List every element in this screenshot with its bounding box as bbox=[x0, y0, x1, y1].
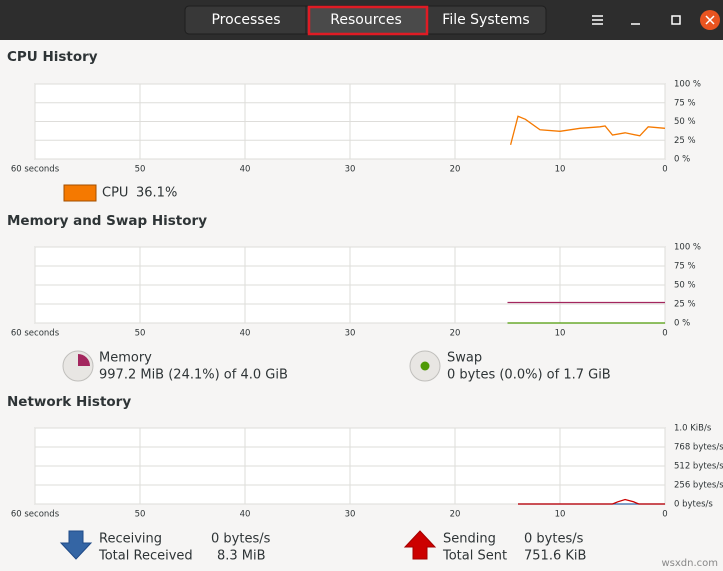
legend-value: 997.2 MiB (24.1%) of 4.0 GiB bbox=[99, 368, 288, 383]
menu-button[interactable] bbox=[592, 15, 603, 25]
x-tick-label: 10 bbox=[555, 329, 566, 339]
sending-icon[interactable] bbox=[403, 530, 437, 560]
tab[interactable]: Processes bbox=[211, 12, 280, 28]
y-tick-label: 1.0 KiB/s bbox=[674, 424, 712, 434]
y-tick-label: 0 % bbox=[674, 155, 690, 165]
section-title: Network History bbox=[7, 394, 131, 410]
watermark: wsxdn.com bbox=[661, 558, 718, 569]
legend-label: CPU bbox=[102, 186, 128, 201]
legend-value: 0 bytes (0.0%) of 1.7 GiB bbox=[447, 368, 611, 383]
legend-label: Total Sent bbox=[442, 549, 507, 564]
tab[interactable]: File Systems bbox=[442, 12, 529, 28]
x-tick-label: 0 bbox=[662, 165, 667, 175]
x-tick-label: 20 bbox=[450, 165, 461, 175]
x-tick-label: 50 bbox=[135, 165, 146, 175]
receiving-icon[interactable] bbox=[59, 530, 93, 560]
y-tick-label: 50 % bbox=[674, 117, 696, 127]
x-tick-label: 30 bbox=[345, 329, 356, 339]
legend-value: 0 bytes/s bbox=[211, 532, 271, 547]
x-tick-label: 30 bbox=[345, 165, 356, 175]
x-tick-label: 60 seconds bbox=[11, 329, 60, 339]
memory-icon[interactable] bbox=[62, 350, 94, 382]
x-tick-label: 60 seconds bbox=[11, 510, 60, 520]
y-tick-label: 256 bytes/s bbox=[674, 481, 723, 491]
tab-selected[interactable] bbox=[307, 5, 429, 36]
series-line bbox=[509, 115, 666, 145]
y-tick-label: 100 % bbox=[674, 243, 701, 253]
x-tick-label: 40 bbox=[240, 165, 251, 175]
x-tick-label: 50 bbox=[135, 510, 146, 520]
legend-label: Swap bbox=[447, 351, 482, 366]
x-tick-label: 50 bbox=[135, 329, 146, 339]
y-tick-label: 512 bytes/s bbox=[674, 462, 723, 472]
legend-label: Sending bbox=[443, 532, 496, 547]
x-tick-label: 20 bbox=[450, 329, 461, 339]
section-title: Memory and Swap History bbox=[7, 213, 207, 229]
close-button[interactable] bbox=[700, 10, 720, 30]
maximize-button[interactable] bbox=[671, 15, 681, 25]
x-tick-label: 20 bbox=[450, 510, 461, 520]
x-tick-label: 40 bbox=[240, 329, 251, 339]
x-tick-label: 0 bbox=[662, 510, 667, 520]
series-line bbox=[518, 498, 665, 505]
legend-label: Receiving bbox=[99, 532, 162, 547]
x-tick-label: 30 bbox=[345, 510, 356, 520]
x-tick-label: 0 bbox=[662, 329, 667, 339]
swap-icon[interactable] bbox=[409, 350, 441, 382]
legend-value: 8.3 MiB bbox=[217, 549, 266, 564]
x-tick-label: 40 bbox=[240, 510, 251, 520]
legend-value: 36.1% bbox=[136, 186, 177, 201]
x-tick-label: 10 bbox=[555, 165, 566, 175]
y-tick-label: 100 % bbox=[674, 80, 701, 90]
y-tick-label: 768 bytes/s bbox=[674, 443, 723, 453]
legend-value: 751.6 KiB bbox=[524, 549, 586, 564]
y-tick-label: 0 % bbox=[674, 319, 690, 329]
y-tick-label: 75 % bbox=[674, 262, 696, 272]
x-tick-label: 10 bbox=[555, 510, 566, 520]
y-tick-label: 75 % bbox=[674, 98, 696, 108]
x-tick-label: 60 seconds bbox=[11, 165, 60, 175]
legend-swatch[interactable] bbox=[63, 184, 97, 202]
y-tick-label: 50 % bbox=[674, 281, 696, 291]
section-title: CPU History bbox=[7, 49, 98, 65]
y-tick-label: 25 % bbox=[674, 136, 696, 146]
tab[interactable]: Resources bbox=[330, 12, 402, 28]
legend-label: Memory bbox=[99, 351, 152, 366]
y-tick-label: 25 % bbox=[674, 300, 696, 310]
y-tick-label: 0 bytes/s bbox=[674, 500, 713, 510]
legend-label: Total Received bbox=[98, 549, 193, 564]
legend-value: 0 bytes/s bbox=[524, 532, 584, 547]
